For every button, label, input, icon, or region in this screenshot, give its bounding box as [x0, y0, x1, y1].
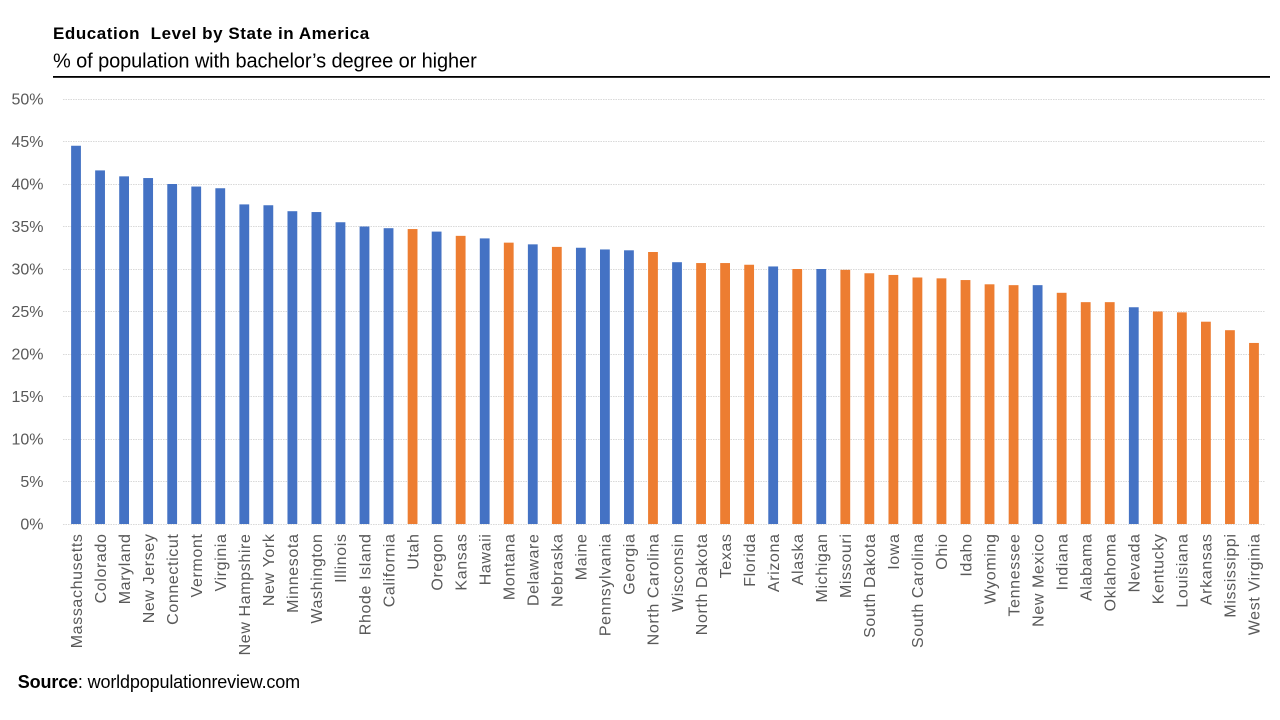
- svg-text:South Carolina: South Carolina: [910, 533, 927, 648]
- svg-text:30%: 30%: [11, 262, 43, 279]
- svg-text:West Virginia: West Virginia: [1247, 534, 1264, 636]
- svg-text:5%: 5%: [20, 474, 43, 491]
- svg-text:Florida: Florida: [742, 534, 759, 587]
- svg-text:Montana: Montana: [502, 534, 519, 601]
- svg-text:Nevada: Nevada: [1127, 534, 1144, 593]
- svg-text:Iowa: Iowa: [886, 534, 903, 570]
- svg-text:Connecticut: Connecticut: [165, 534, 182, 625]
- svg-text:New York: New York: [261, 533, 278, 606]
- svg-text:New Jersey: New Jersey: [141, 534, 158, 624]
- svg-text:Colorado: Colorado: [93, 534, 110, 604]
- svg-text:0%: 0%: [20, 517, 43, 534]
- svg-text:Arizona: Arizona: [766, 534, 783, 593]
- svg-text:Ohio: Ohio: [934, 534, 951, 570]
- svg-text:Alaska: Alaska: [790, 534, 807, 586]
- svg-text:Maine: Maine: [574, 534, 591, 581]
- svg-text:Oklahoma: Oklahoma: [1103, 534, 1120, 612]
- svg-text:Georgia: Georgia: [622, 534, 639, 595]
- svg-text:Tennessee: Tennessee: [1006, 534, 1023, 617]
- svg-text:Wyoming: Wyoming: [982, 534, 999, 605]
- svg-text:Arkansas: Arkansas: [1199, 534, 1216, 606]
- svg-text:Washington: Washington: [309, 534, 326, 624]
- svg-text:New Mexico: New Mexico: [1030, 534, 1047, 627]
- svg-text:45%: 45%: [11, 134, 43, 151]
- svg-text:15%: 15%: [11, 389, 43, 406]
- svg-text:Utah: Utah: [405, 534, 422, 570]
- svg-text:Texas: Texas: [718, 534, 735, 579]
- svg-text:Virginia: Virginia: [213, 534, 230, 592]
- svg-text:Michigan: Michigan: [814, 534, 831, 603]
- svg-text:Education Level by State in A: Education Level by State in America: [53, 24, 370, 43]
- svg-text:Indiana: Indiana: [1054, 534, 1071, 591]
- svg-text:Nebraska: Nebraska: [550, 534, 567, 607]
- svg-text:Minnesota: Minnesota: [285, 534, 302, 613]
- svg-text:California: California: [381, 534, 398, 608]
- svg-text:Mississippi: Mississippi: [1223, 534, 1240, 618]
- svg-text:Alabama: Alabama: [1078, 534, 1095, 602]
- svg-text:25%: 25%: [11, 304, 43, 321]
- svg-text:South Dakota: South Dakota: [862, 534, 879, 638]
- svg-text:North Carolina: North Carolina: [646, 534, 663, 646]
- svg-text:Delaware: Delaware: [526, 534, 543, 607]
- svg-text:New Hampshire: New Hampshire: [237, 534, 254, 656]
- svg-text:Rhode Island: Rhode Island: [357, 534, 374, 636]
- svg-text:North Dakota: North Dakota: [694, 534, 711, 636]
- svg-text:Oregon: Oregon: [429, 534, 446, 591]
- svg-text:Idaho: Idaho: [958, 534, 975, 577]
- svg-text:Maryland: Maryland: [117, 534, 134, 605]
- svg-text:40%: 40%: [11, 177, 43, 194]
- svg-text:Source: worldpopulationreview.: Source: worldpopulationreview.com: [18, 672, 300, 692]
- svg-text:Louisiana: Louisiana: [1175, 534, 1192, 608]
- svg-text:50%: 50%: [11, 92, 43, 109]
- svg-text:Illinois: Illinois: [333, 534, 350, 583]
- svg-text:Wisconsin: Wisconsin: [670, 534, 687, 613]
- svg-text:35%: 35%: [11, 219, 43, 236]
- svg-text:Vermont: Vermont: [189, 534, 206, 598]
- svg-text:Missouri: Missouri: [838, 534, 855, 599]
- svg-text:Massachusetts: Massachusetts: [69, 534, 86, 649]
- svg-text:Kansas: Kansas: [453, 534, 470, 591]
- svg-text:10%: 10%: [11, 432, 43, 449]
- svg-text:Kentucky: Kentucky: [1151, 534, 1168, 605]
- svg-text:20%: 20%: [11, 347, 43, 364]
- svg-text:Pennsylvania: Pennsylvania: [598, 534, 615, 637]
- svg-text:Hawaii: Hawaii: [477, 534, 494, 586]
- svg-text:% of population with bachelor’: % of population with bachelor’s degree o…: [53, 51, 477, 73]
